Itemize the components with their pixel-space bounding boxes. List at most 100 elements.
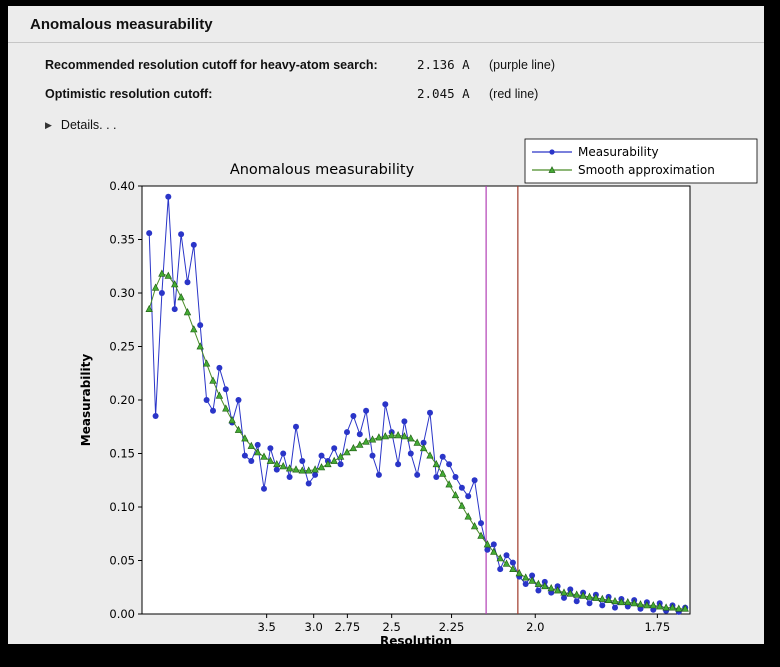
y-tick-label: 0.10 bbox=[109, 500, 135, 514]
legend-measurability-marker-icon bbox=[549, 149, 555, 155]
measurability-point bbox=[586, 600, 593, 607]
measurability-point bbox=[612, 604, 618, 611]
measurability-point bbox=[267, 445, 274, 452]
measurability-point bbox=[561, 594, 567, 601]
measurability-point bbox=[261, 485, 267, 492]
measurability-point bbox=[446, 461, 453, 468]
measurability-point bbox=[509, 559, 516, 566]
measurability-point bbox=[573, 598, 580, 605]
measurability-point bbox=[541, 578, 548, 585]
y-tick-label: 0.35 bbox=[109, 233, 135, 247]
measurability-point bbox=[210, 407, 216, 414]
measurability-point bbox=[178, 231, 185, 238]
measurability-point bbox=[458, 484, 465, 491]
x-tick-label: 1.75 bbox=[645, 620, 671, 634]
measurability-point bbox=[165, 193, 172, 200]
measurability-point bbox=[171, 306, 178, 313]
x-axis-label: Resolution bbox=[380, 634, 452, 648]
measurability-point bbox=[248, 458, 255, 464]
page-title: Anomalous measurability bbox=[30, 16, 213, 33]
recommended-cutoff-value: 2.136 A bbox=[417, 57, 470, 72]
legend-measurability-label: Measurability bbox=[578, 145, 659, 159]
measurability-point bbox=[363, 407, 370, 414]
details-disclosure[interactable]: ▶ Details. . . bbox=[45, 118, 155, 132]
legend-smooth-marker-icon bbox=[548, 166, 556, 173]
legend-smooth-label: Smooth approximation bbox=[578, 163, 715, 177]
anomalous-measurability-chart: 0.00 0.05 0.10 0.15 0.20 0.25 0.30 0.35 0.40 3.5 3… bbox=[70, 128, 766, 648]
measurability-point bbox=[465, 493, 472, 500]
optimistic-cutoff-label: Optimistic resolution cutoff: bbox=[45, 87, 213, 101]
y-axis-label: Measurability bbox=[79, 354, 93, 447]
measurability-point bbox=[452, 474, 459, 480]
measurability-point bbox=[554, 583, 561, 590]
y-tick-label: 0.25 bbox=[109, 340, 135, 354]
measurability-point bbox=[184, 279, 191, 286]
chart-legend: Measurability Smooth approximation bbox=[524, 138, 758, 184]
smooth-approximation-markers bbox=[145, 269, 689, 612]
measurability-point bbox=[375, 471, 382, 478]
measurability-point bbox=[146, 230, 153, 237]
anomalous-measurability-panel: Anomalous measurability Recommended reso… bbox=[8, 6, 764, 648]
chart-title: Anomalous measurability bbox=[230, 162, 415, 178]
measurability-point bbox=[344, 429, 350, 436]
x-tick-label: 2.5 bbox=[383, 620, 401, 634]
measurability-point bbox=[235, 397, 242, 403]
measurability-point bbox=[439, 453, 446, 460]
recommended-cutoff-row: Recommended resolution cutoff for heavy-… bbox=[45, 57, 764, 72]
x-tick-label: 2.75 bbox=[335, 620, 361, 634]
measurability-point bbox=[241, 452, 248, 459]
measurability-point bbox=[503, 552, 510, 559]
measurability-point bbox=[293, 423, 299, 430]
measurability-point bbox=[299, 458, 306, 464]
optimistic-cutoff-note: (red line) bbox=[489, 87, 539, 101]
measurability-point bbox=[414, 471, 421, 478]
measurability-point bbox=[280, 450, 287, 457]
y-tick-label: 0.20 bbox=[109, 393, 135, 407]
measurability-point bbox=[535, 587, 542, 594]
y-tick-label: 0.00 bbox=[109, 607, 135, 621]
measurability-point bbox=[497, 566, 504, 573]
measurability-point bbox=[407, 450, 414, 457]
measurability-point bbox=[197, 322, 204, 329]
measurability-point bbox=[484, 546, 491, 553]
measurability-point bbox=[382, 401, 389, 408]
measurability-point bbox=[427, 409, 433, 416]
measurability-point bbox=[318, 452, 325, 459]
x-tick-label: 3.5 bbox=[257, 620, 275, 634]
recommended-cutoff-note: (purple line) bbox=[489, 58, 556, 72]
optimistic-cutoff-value: 2.045 A bbox=[417, 86, 470, 101]
measurability-point bbox=[567, 586, 574, 593]
measurability-point bbox=[273, 466, 280, 473]
disclosure-triangle-icon: ▶ bbox=[45, 119, 52, 130]
measurability-point bbox=[216, 364, 223, 371]
x-tick-label: 3.0 bbox=[305, 620, 323, 634]
measurability-point bbox=[490, 541, 497, 548]
plot-area bbox=[141, 185, 691, 615]
measurability-point bbox=[312, 471, 319, 478]
measurability-point bbox=[203, 397, 210, 403]
measurability-point bbox=[599, 602, 606, 609]
measurability-point bbox=[305, 480, 312, 487]
measurability-point bbox=[286, 474, 293, 480]
measurability-point bbox=[522, 581, 529, 587]
title-separator bbox=[8, 42, 764, 43]
y-tick-label: 0.05 bbox=[109, 554, 135, 568]
y-tick-label: 0.15 bbox=[109, 447, 135, 461]
x-tick-label: 2.25 bbox=[439, 620, 465, 634]
y-tick-label: 0.30 bbox=[109, 286, 135, 300]
x-tick-label: 2.0 bbox=[526, 620, 544, 634]
measurability-point bbox=[331, 445, 338, 452]
legend-box bbox=[524, 138, 758, 184]
measurability-point bbox=[356, 431, 363, 438]
y-tick-label: 0.40 bbox=[109, 179, 135, 193]
measurability-point bbox=[433, 474, 440, 480]
measurability-point bbox=[337, 461, 344, 468]
measurability-point bbox=[222, 386, 229, 393]
measurability-point bbox=[152, 413, 159, 419]
optimistic-cutoff-row: Optimistic resolution cutoff: 2.045 A (r… bbox=[45, 86, 764, 101]
measurability-point bbox=[471, 477, 478, 484]
measurability-point bbox=[529, 572, 536, 579]
measurability-point bbox=[401, 418, 408, 425]
recommended-cutoff-label: Recommended resolution cutoff for heavy-… bbox=[45, 58, 378, 72]
